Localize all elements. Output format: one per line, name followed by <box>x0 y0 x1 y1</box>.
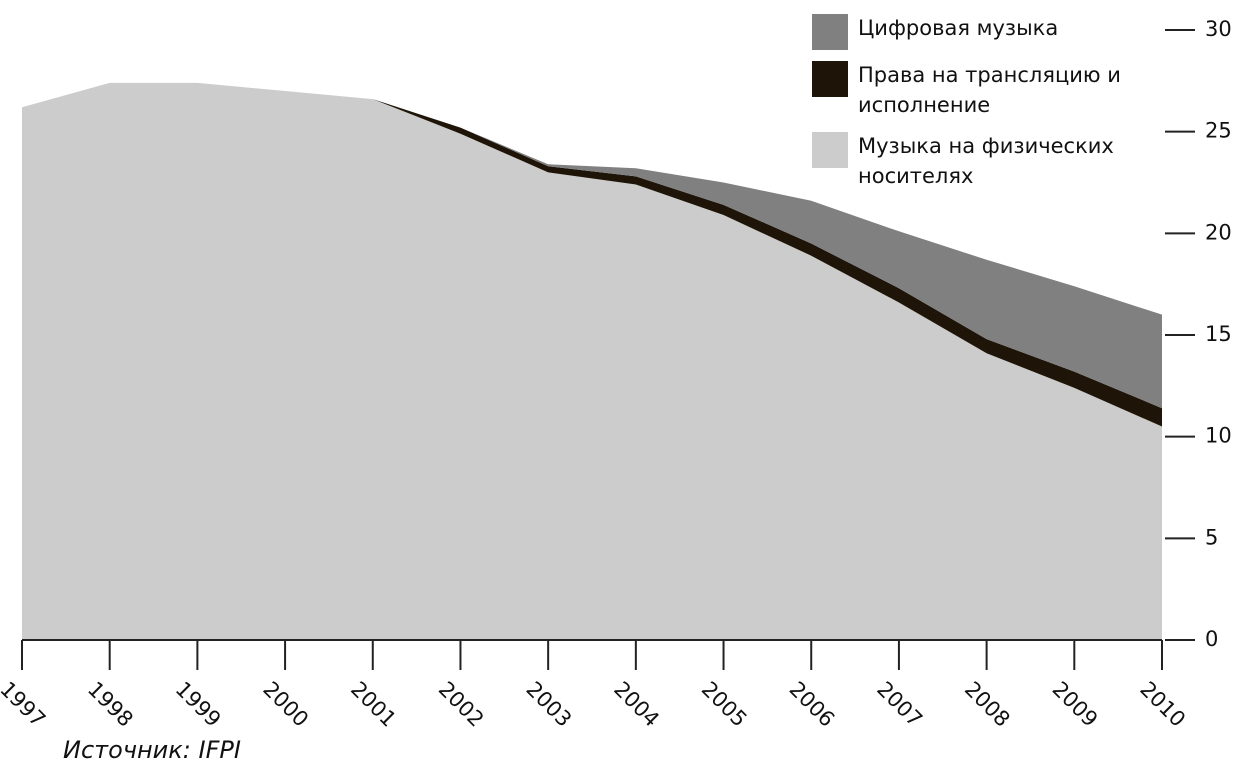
x-tick-label: 2006 <box>785 677 840 732</box>
legend-item: Цифровая музыка <box>812 14 1158 50</box>
legend-item: Музыка на физических носителях <box>812 132 1133 191</box>
x-tick-label: 2000 <box>258 677 313 732</box>
y-tick-label: 20 <box>1205 220 1232 244</box>
y-tick-label: 25 <box>1205 119 1232 143</box>
source: Источник: IFPI <box>63 736 241 764</box>
x-tick-label: 2010 <box>1135 677 1190 732</box>
area <box>22 82 1162 640</box>
x-tick-label: 2003 <box>521 677 576 732</box>
legend-swatch <box>812 132 848 168</box>
x-tick-label: 2005 <box>697 677 752 732</box>
y-tick-label: 5 <box>1205 525 1218 549</box>
y-tick-label: 0 <box>1205 627 1218 651</box>
area <box>22 82 1162 409</box>
x-tick-label: 2007 <box>872 677 927 732</box>
y-tick-label: 10 <box>1205 424 1232 448</box>
x-tick-label: 2009 <box>1048 677 1103 732</box>
x-tick-label: 1997 <box>0 677 50 732</box>
legend-label: Музыка на физических носителях <box>858 134 1114 188</box>
x-tick-label: 2001 <box>346 677 401 732</box>
legend-swatch <box>812 61 848 97</box>
legend-label: Цифровая музыка <box>858 16 1059 40</box>
x-tick-label: 1999 <box>171 677 226 732</box>
y-tick-label: 15 <box>1205 322 1232 346</box>
legend-swatch <box>812 14 848 50</box>
x-tick-label: 2004 <box>609 677 664 732</box>
x-tick-label: 2008 <box>960 677 1015 732</box>
y-tick-label: 30 <box>1205 17 1232 41</box>
legend-label: Права на трансляцию и исполнение <box>858 63 1121 117</box>
legend-item: Права на трансляцию и исполнение <box>812 61 1133 120</box>
x-tick-label: 2002 <box>434 677 489 732</box>
x-tick-label: 1998 <box>83 677 138 732</box>
